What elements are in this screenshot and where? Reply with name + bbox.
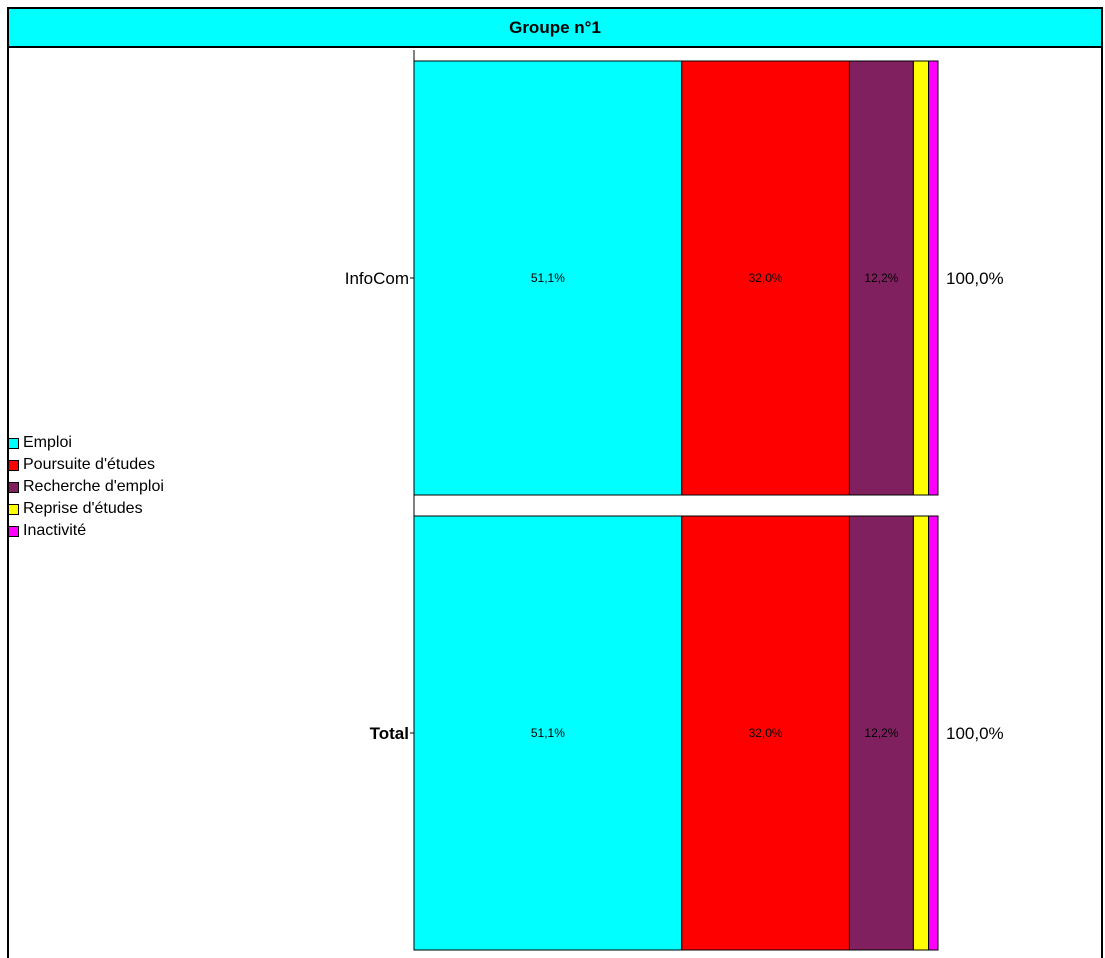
legend-swatch xyxy=(8,437,19,449)
legend-label: Inactivité xyxy=(23,522,87,539)
legend-swatch xyxy=(8,481,19,493)
data-label: 12,2% xyxy=(864,726,898,740)
bar-segment xyxy=(848,60,914,496)
bar-segment xyxy=(928,60,939,496)
bar-segment xyxy=(413,60,683,496)
legend-item: Reprise d'études xyxy=(8,498,164,520)
legend-swatch xyxy=(8,503,19,515)
bar-segment xyxy=(928,515,939,951)
chart-legend: Emploi Poursuite d'études Recherche d'empl… xyxy=(8,432,164,542)
bar-segment xyxy=(848,515,914,951)
legend-item: Recherche d'emploi xyxy=(8,476,164,498)
legend-swatch xyxy=(8,459,19,471)
data-label: 12,2% xyxy=(864,271,898,285)
legend-item: Poursuite d'études xyxy=(8,454,164,476)
legend-label: Reprise d'études xyxy=(23,500,143,517)
bar-segment xyxy=(912,515,930,951)
data-label: 51,1% xyxy=(531,726,565,740)
legend-label: Emploi xyxy=(23,434,72,451)
legend-label: Recherche d'emploi xyxy=(23,478,164,495)
legend-item: Inactivité xyxy=(8,520,164,542)
data-label: 32,0% xyxy=(749,726,783,740)
legend-swatch xyxy=(8,525,19,537)
category-label: Total xyxy=(370,724,409,743)
legend-item: Emploi xyxy=(8,432,164,454)
legend-label: Poursuite d'études xyxy=(23,456,156,473)
bar-segment xyxy=(681,60,850,496)
chart-frame: Groupe n°1 xyxy=(7,7,1103,958)
category-label: InfoCom xyxy=(345,269,409,288)
bar-segment xyxy=(413,515,683,951)
total-label: 100,0% xyxy=(946,269,1004,288)
bar-segment xyxy=(681,515,850,951)
data-label: 32,0% xyxy=(749,271,783,285)
data-label: 51,1% xyxy=(531,271,565,285)
chart-title: Groupe n°1 xyxy=(9,9,1101,48)
bar-segment xyxy=(912,60,930,496)
total-label: 100,0% xyxy=(946,724,1004,743)
